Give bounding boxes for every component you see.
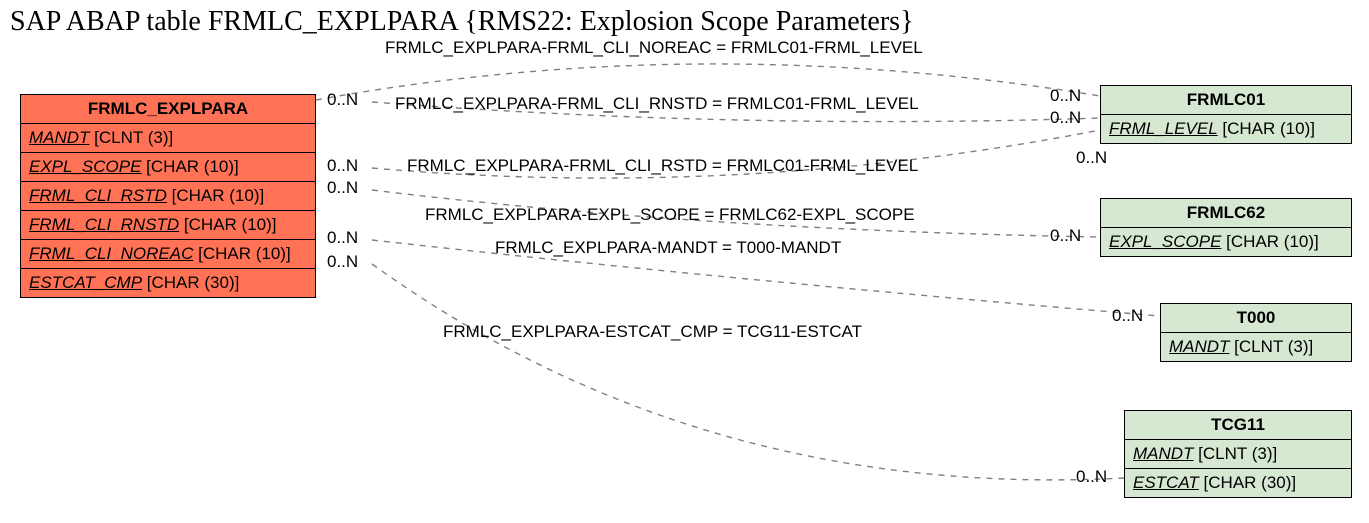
cardinality-right: 0..N (1050, 86, 1081, 106)
table-field: MANDT [CLNT (3)] (1125, 440, 1352, 469)
table-header: T000 (1161, 304, 1352, 333)
table-field: ESTCAT_CMP [CHAR (30)] (21, 269, 316, 298)
cardinality-right: 0..N (1050, 226, 1081, 246)
table-header: TCG11 (1125, 411, 1352, 440)
table-field: FRML_LEVEL [CHAR (10)] (1101, 115, 1352, 144)
relation-label: FRMLC_EXPLPARA-ESTCAT_CMP = TCG11-ESTCAT (443, 322, 862, 342)
table-field: EXPL_SCOPE [CHAR (10)] (21, 153, 316, 182)
cardinality-left: 0..N (327, 252, 358, 272)
diagram-canvas: SAP ABAP table FRMLC_EXPLPARA {RMS22: Ex… (0, 0, 1369, 523)
relation-label: FRMLC_EXPLPARA-MANDT = T000-MANDT (495, 238, 841, 258)
table-tcg11: TCG11MANDT [CLNT (3)]ESTCAT [CHAR (30)] (1124, 410, 1352, 498)
table-frmlc-explpara: FRMLC_EXPLPARAMANDT [CLNT (3)]EXPL_SCOPE… (20, 94, 316, 298)
table-field: EXPL_SCOPE [CHAR (10)] (1101, 228, 1352, 257)
cardinality-left: 0..N (327, 90, 358, 110)
table-field: FRML_CLI_RNSTD [CHAR (10)] (21, 211, 316, 240)
table-frmlc62: FRMLC62EXPL_SCOPE [CHAR (10)] (1100, 198, 1352, 257)
relation-edge (372, 264, 1124, 480)
relation-label: FRMLC_EXPLPARA-FRML_CLI_NOREAC = FRMLC01… (385, 38, 923, 58)
table-header: FRMLC62 (1101, 199, 1352, 228)
relation-label: FRMLC_EXPLPARA-FRML_CLI_RNSTD = FRMLC01-… (395, 94, 919, 114)
table-header: FRMLC_EXPLPARA (21, 95, 316, 124)
diagram-title: SAP ABAP table FRMLC_EXPLPARA {RMS22: Ex… (10, 6, 914, 38)
table-field: FRML_CLI_NOREAC [CHAR (10)] (21, 240, 316, 269)
cardinality-left: 0..N (327, 178, 358, 198)
table-field: MANDT [CLNT (3)] (21, 124, 316, 153)
table-field: FRML_CLI_RSTD [CHAR (10)] (21, 182, 316, 211)
relation-label: FRMLC_EXPLPARA-FRML_CLI_RSTD = FRMLC01-F… (407, 156, 918, 176)
table-header: FRMLC01 (1101, 86, 1352, 115)
table-t000: T000MANDT [CLNT (3)] (1160, 303, 1352, 362)
cardinality-right: 0..N (1076, 467, 1107, 487)
cardinality-left: 0..N (327, 156, 358, 176)
cardinality-left: 0..N (327, 228, 358, 248)
table-field: MANDT [CLNT (3)] (1161, 333, 1352, 362)
table-frmlc01: FRMLC01FRML_LEVEL [CHAR (10)] (1100, 85, 1352, 144)
cardinality-right: 0..N (1050, 108, 1081, 128)
table-field: ESTCAT [CHAR (30)] (1125, 469, 1352, 498)
relation-label: FRMLC_EXPLPARA-EXPL_SCOPE = FRMLC62-EXPL… (425, 205, 915, 225)
cardinality-right: 0..N (1076, 148, 1107, 168)
cardinality-right: 0..N (1112, 306, 1143, 326)
